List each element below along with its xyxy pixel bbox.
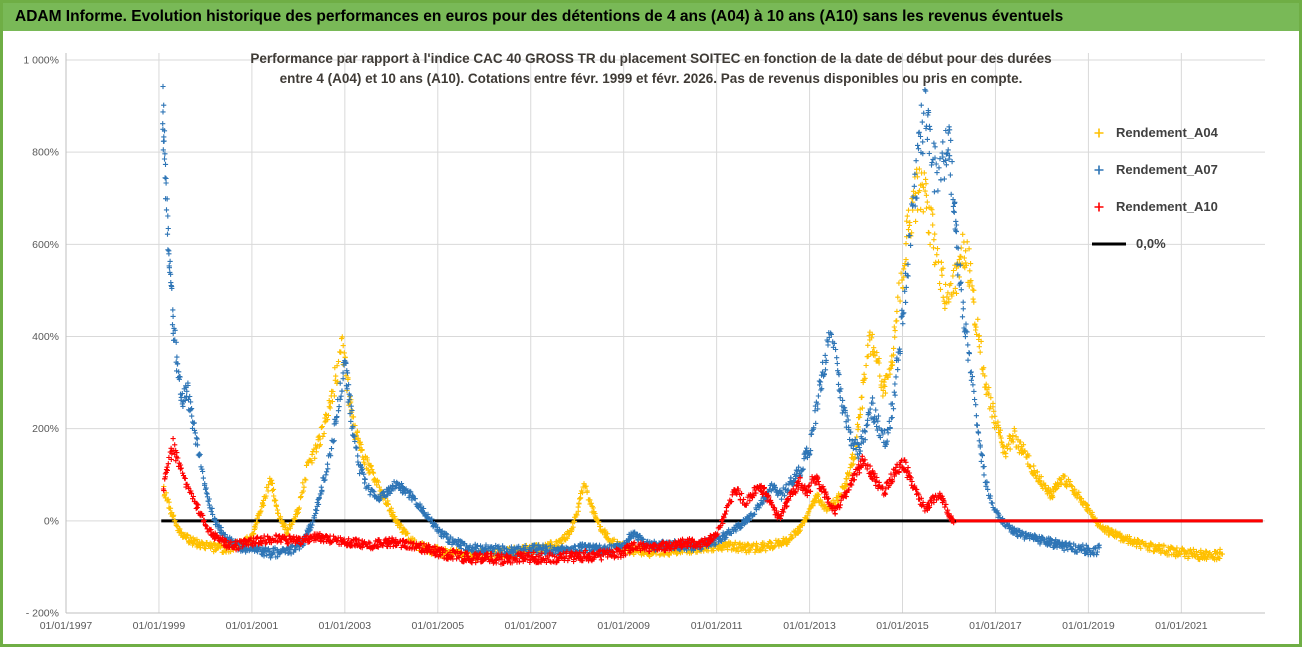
svg-text:400%: 400%: [32, 331, 59, 343]
svg-text:01/01/2013: 01/01/2013: [783, 620, 836, 632]
legend-label: 0,0%: [1136, 236, 1166, 251]
legend-item-rendement-a04: Rendement_A04: [1091, 125, 1218, 140]
chart-title: Performance par rapport à l'indice CAC 4…: [141, 49, 1161, 89]
svg-text:01/01/2017: 01/01/2017: [969, 620, 1022, 632]
legend-item-zero-line: 0,0%: [1091, 236, 1218, 251]
plus-marker-icon: [1094, 202, 1104, 211]
svg-text:0%: 0%: [44, 515, 59, 527]
legend-item-rendement-a10: Rendement_A10: [1091, 199, 1218, 214]
svg-text:600%: 600%: [32, 239, 59, 251]
svg-text:01/01/2007: 01/01/2007: [504, 620, 557, 632]
chart-title-line1: Performance par rapport à l'indice CAC 4…: [250, 51, 1052, 66]
svg-text:01/01/2021: 01/01/2021: [1155, 620, 1208, 632]
plus-marker-icon: [1094, 128, 1104, 137]
legend: Rendement_A04 Rendement_A07 Rendement_A1…: [1091, 125, 1218, 251]
svg-text:01/01/2003: 01/01/2003: [319, 620, 372, 632]
svg-text:01/01/2011: 01/01/2011: [691, 620, 743, 632]
chart-title-line2: entre 4 (A04) et 10 ans (A10). Cotations…: [279, 71, 1023, 86]
svg-text:01/01/2005: 01/01/2005: [412, 620, 465, 632]
svg-text:01/01/2015: 01/01/2015: [876, 620, 929, 632]
svg-text:01/01/2019: 01/01/2019: [1062, 620, 1115, 632]
legend-label: Rendement_A04: [1116, 125, 1218, 140]
svg-text:01/01/2001: 01/01/2001: [226, 620, 279, 632]
plus-marker-icon: [1094, 165, 1104, 174]
legend-label: Rendement_A07: [1116, 162, 1218, 177]
header-title: ADAM Informe. Evolution historique des p…: [15, 8, 1064, 25]
svg-text:01/01/2009: 01/01/2009: [597, 620, 650, 632]
line-marker-icon: [1092, 242, 1126, 245]
svg-text:01/01/1997: 01/01/1997: [40, 620, 93, 632]
performance-scatter-chart: 1 000% 800% 600% 400% 200% 0% - 200%01/01/1997…: [23, 53, 1265, 632]
legend-item-rendement-a07: Rendement_A07: [1091, 162, 1218, 177]
legend-label: Rendement_A10: [1116, 199, 1218, 214]
svg-text:200%: 200%: [32, 423, 59, 435]
svg-text:1 000%: 1 000%: [23, 55, 59, 67]
header-bar: ADAM Informe. Evolution historique des p…: [3, 3, 1299, 31]
svg-text:800%: 800%: [32, 147, 59, 159]
svg-text:01/01/1999: 01/01/1999: [133, 620, 186, 632]
svg-text:- 200%: - 200%: [26, 608, 59, 620]
